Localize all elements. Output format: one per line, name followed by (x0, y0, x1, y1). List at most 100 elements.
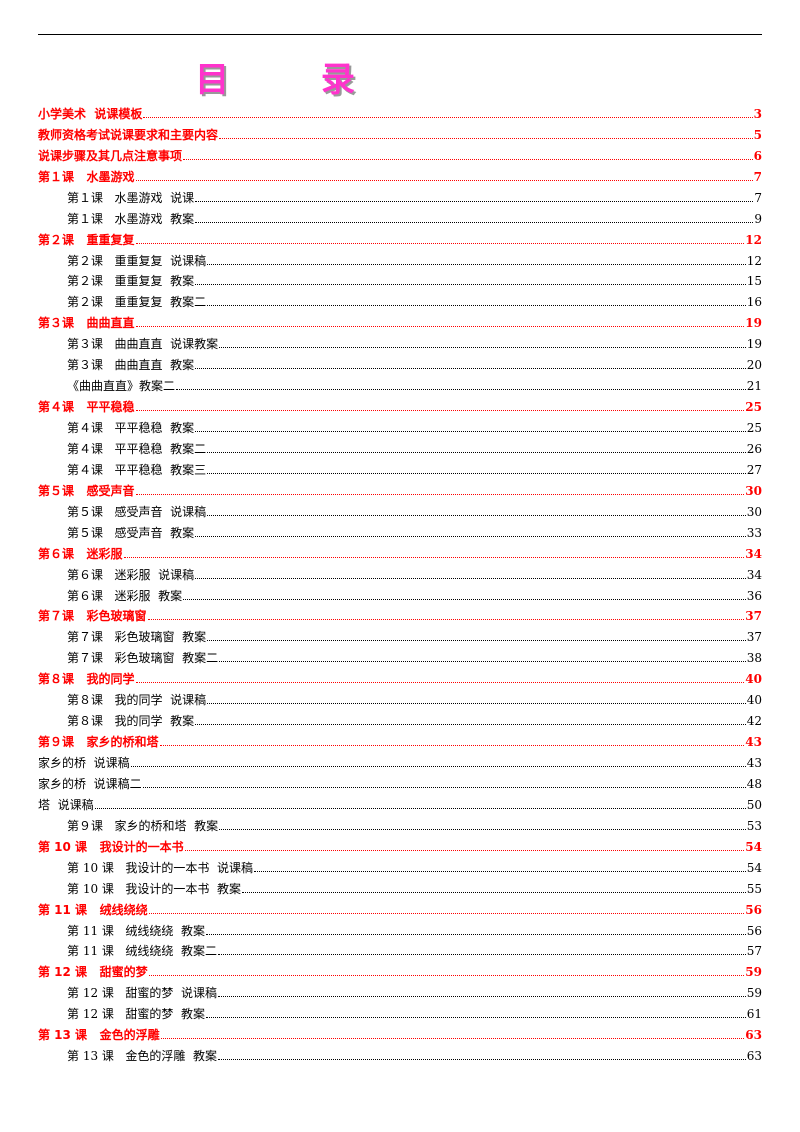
toc-entry-item[interactable]: 第４课 平平稳稳 教案 25 (38, 415, 762, 436)
toc-entry-item[interactable]: 第２课 重重复复 教案 15 (38, 269, 762, 290)
dot-leader (217, 1059, 746, 1061)
dot-leader (195, 200, 754, 202)
toc-entry-label: 第２课 重重复复 教案二 (67, 295, 207, 310)
toc-entry-item[interactable]: 塔 说课稿 50 (38, 792, 762, 813)
toc-entry-chapter[interactable]: 第７课 彩色玻璃窗 37 (38, 604, 762, 625)
toc-entry-label: 第４课 平平稳稳 教案 (67, 421, 195, 435)
toc-entry-item[interactable]: 第９课 家乡的桥和塔 教案 53 (38, 813, 762, 834)
dot-leader (159, 745, 745, 747)
toc-entry-chapter[interactable]: 第４课 平平稳稳 25 (38, 394, 762, 415)
toc-entry-label: 第 11 课 绒线绕绕 (38, 902, 148, 917)
toc-entry-item[interactable]: 第 13 课 金色的浮雕 教案 63 (38, 1043, 762, 1064)
toc-entry-item[interactable]: 第４课 平平稳稳 教案三 27 (38, 457, 762, 478)
toc-entry-chapter[interactable]: 第 12 课 甜蜜的梦 59 (38, 959, 762, 980)
toc-entry-label: 第 12 课 甜蜜的梦 说课稿 (67, 986, 217, 1001)
dot-leader (176, 389, 746, 391)
dot-leader (130, 766, 746, 767)
toc-entry-page-number: 30 (745, 483, 762, 498)
toc-entry-item[interactable]: 第５课 感受声音 教案 33 (38, 520, 762, 541)
toc-entry-label: 第 13 课 金色的浮雕 (38, 1028, 160, 1043)
toc-entry-chapter[interactable]: 第８课 我的同学 40 (38, 666, 762, 687)
toc-entry-page-number: 37 (746, 630, 762, 645)
toc-entry-item[interactable]: 第 12 课 甜蜜的梦 教案 61 (38, 1001, 762, 1022)
toc-entry-item[interactable]: 家乡的桥 说课稿 43 (38, 750, 762, 771)
toc-entry-item[interactable]: 第１课 水墨游戏 说课 7 (38, 185, 762, 206)
toc-entry-label: 第８课 我的同学 (38, 672, 135, 687)
toc-entry-item[interactable]: 第３课 曲曲直直 教案 20 (38, 352, 762, 373)
toc-entry-chapter[interactable]: 小学美术 说课模板 3 (38, 101, 762, 122)
toc-entry-item[interactable]: 第６课 迷彩服 教案 36 (38, 583, 762, 604)
toc-entry-chapter[interactable]: 第２课 重重复复 12 (38, 227, 762, 248)
toc-entry-item[interactable]: 第６课 迷彩服 说课稿 34 (38, 562, 762, 583)
dot-leader (219, 137, 753, 139)
toc-entry-item[interactable]: 第５课 感受声音 说课稿 30 (38, 499, 762, 520)
dot-leader (123, 556, 745, 558)
toc-entry-page-number: 63 (745, 1028, 762, 1043)
toc-entry-page-number: 59 (746, 986, 762, 1001)
toc-entry-chapter[interactable]: 第６课 迷彩服 34 (38, 541, 762, 562)
toc-entry-page-number: 7 (753, 169, 762, 184)
dot-leader (207, 514, 746, 516)
toc-entry-label: 第３课 曲曲直直 说课教案 (67, 337, 219, 352)
toc-entry-chapter[interactable]: 说课步骤及其几点注意事项 6 (38, 143, 762, 164)
dot-leader (143, 116, 753, 118)
toc-entry-item[interactable]: 第 11 课 绒线绕绕 教案二 57 (38, 939, 762, 960)
dot-leader (195, 535, 746, 537)
toc-entry-page-number: 53 (746, 818, 762, 833)
toc-entry-page-number: 34 (746, 567, 762, 582)
toc-entry-page-number: 43 (745, 735, 762, 750)
toc-entry-chapter[interactable]: 教师资格考试说课要求和主要内容 5 (38, 122, 762, 143)
dot-leader (207, 263, 746, 265)
dot-leader (205, 1017, 746, 1019)
toc-entry-label: 家乡的桥 说课稿 (38, 756, 130, 770)
toc-entry-label: 第１课 水墨游戏 教案 (67, 211, 195, 226)
toc-entry-page-number: 63 (746, 1049, 762, 1064)
toc-entry-item[interactable]: 第８课 我的同学 教案 42 (38, 708, 762, 729)
toc-entry-label: 第 10 课 我设计的一本书 教案 (67, 881, 241, 896)
toc-entry-item[interactable]: 《曲曲直直》教案二 21 (38, 373, 762, 394)
toc-entry-page-number: 36 (746, 588, 762, 603)
dot-leader (217, 954, 746, 956)
dot-leader (142, 786, 746, 788)
toc-entry-label: 第４课 平平稳稳 教案二 (67, 441, 207, 456)
toc-entry-label: 第６课 迷彩服 (38, 546, 123, 561)
toc-entry-page-number: 5 (753, 127, 762, 142)
toc-entry-item[interactable]: 第 11 课 绒线绕绕 教案 56 (38, 918, 762, 939)
toc-entry-item[interactable]: 第２课 重重复复 说课稿 12 (38, 248, 762, 269)
table-of-contents: 小学美术 说课模板 3 教师资格考试说课要求和主要内容 5 说课步骤及其几点注意事项 6 第… (38, 101, 762, 1064)
toc-entry-item[interactable]: 第 10 课 我设计的一本书 说课稿 54 (38, 855, 762, 876)
dot-leader (195, 724, 746, 726)
toc-entry-item[interactable]: 第７课 彩色玻璃窗 教案 37 (38, 624, 762, 645)
toc-entry-page-number: 3 (753, 106, 762, 121)
toc-entry-item[interactable]: 第 10 课 我设计的一本书 教案 55 (38, 876, 762, 897)
toc-entry-label: 《曲曲直直》教案二 (67, 379, 176, 394)
toc-entry-chapter[interactable]: 第 13 课 金色的浮雕 63 (38, 1022, 762, 1043)
toc-entry-label: 第１课 水墨游戏 说课 (67, 190, 195, 205)
toc-entry-item[interactable]: 第１课 水墨游戏 教案 9 (38, 206, 762, 227)
dot-leader (135, 410, 745, 412)
toc-entry-label: 第 13 课 金色的浮雕 教案 (67, 1049, 217, 1064)
toc-entry-item[interactable]: 第４课 平平稳稳 教案二 26 (38, 436, 762, 457)
toc-entry-item[interactable]: 家乡的桥 说课稿二 48 (38, 771, 762, 792)
toc-entry-item[interactable]: 第８课 我的同学 说课稿 40 (38, 687, 762, 708)
toc-entry-chapter[interactable]: 第 10 课 我设计的一本书 54 (38, 834, 762, 855)
toc-entry-item[interactable]: 第７课 彩色玻璃窗 教案二 38 (38, 645, 762, 666)
dot-leader (195, 221, 754, 223)
toc-entry-chapter[interactable]: 第 11 课 绒线绕绕 56 (38, 897, 762, 918)
toc-entry-label: 第８课 我的同学 说课稿 (67, 693, 207, 708)
dot-leader (207, 703, 746, 705)
toc-entry-item[interactable]: 第３课 曲曲直直 说课教案 19 (38, 331, 762, 352)
toc-entry-page-number: 38 (746, 651, 762, 666)
dot-leader (184, 849, 745, 851)
toc-entry-page-number: 42 (746, 714, 762, 729)
toc-entry-chapter[interactable]: 第５课 感受声音 30 (38, 478, 762, 499)
toc-entry-page-number: 61 (746, 1007, 762, 1022)
dot-leader (253, 870, 746, 872)
toc-entry-item[interactable]: 第２课 重重复复 教案二 16 (38, 289, 762, 310)
toc-entry-chapter[interactable]: 第３课 曲曲直直 19 (38, 310, 762, 331)
toc-entry-label: 第３课 曲曲直直 教案 (67, 358, 195, 373)
toc-entry-chapter[interactable]: 第１课 水墨游戏 7 (38, 164, 762, 185)
toc-entry-chapter[interactable]: 第９课 家乡的桥和塔 43 (38, 729, 762, 750)
toc-entry-label: 第 10 课 我设计的一本书 说课稿 (67, 860, 253, 875)
toc-entry-item[interactable]: 第 12 课 甜蜜的梦 说课稿 59 (38, 980, 762, 1001)
